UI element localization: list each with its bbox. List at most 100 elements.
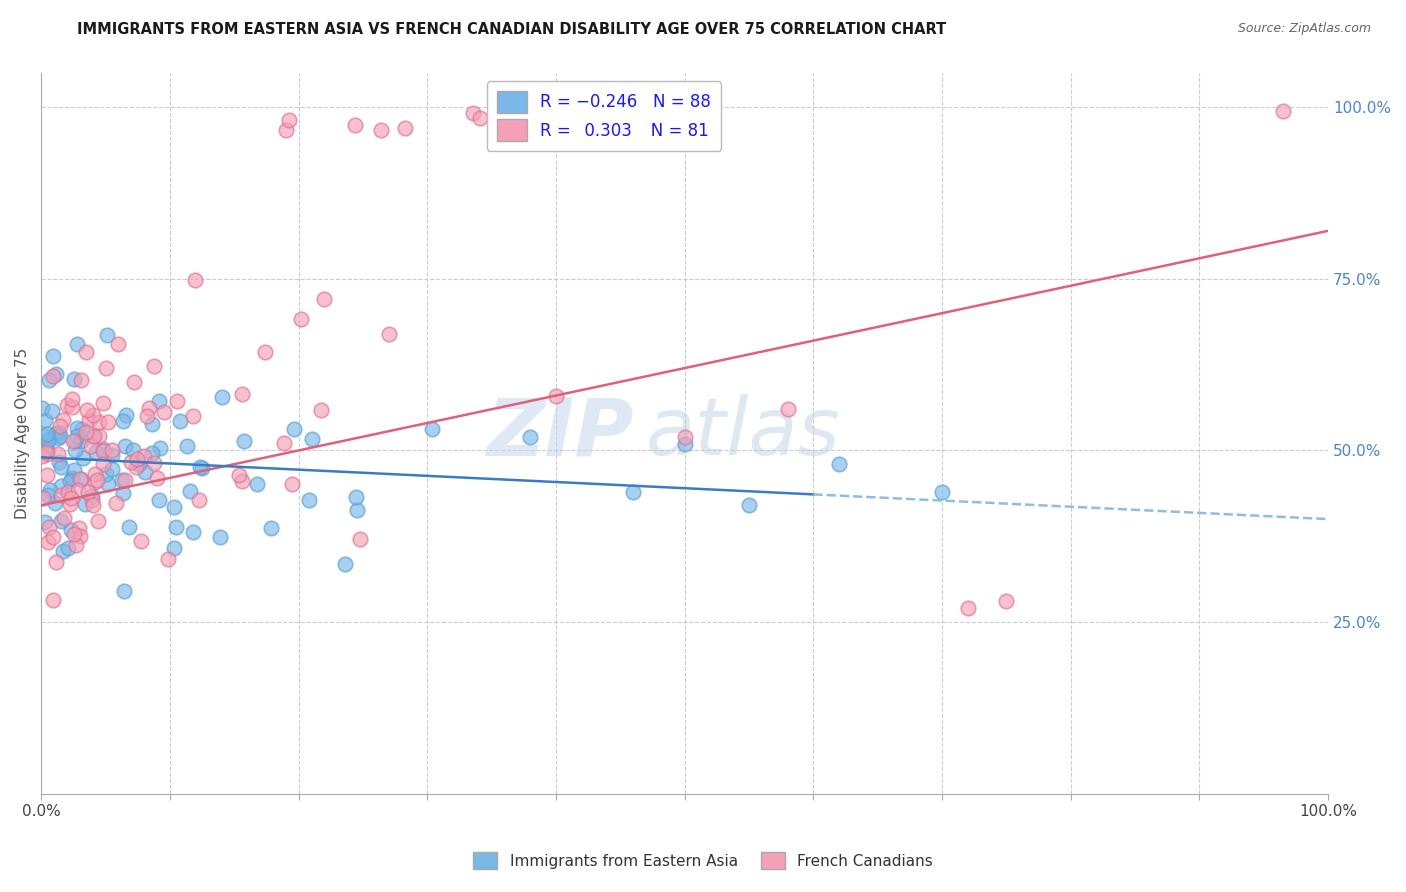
Point [42, 593, 65, 607]
Point [37, 433, 59, 447]
Point [49, 460, 72, 475]
Point [69, 473, 91, 487]
Text: Source: ZipAtlas.com: Source: ZipAtlas.com [1237, 22, 1371, 36]
Point [136, 409, 159, 424]
Point [101, 442, 124, 457]
Point [100, 449, 122, 463]
Point [169, 414, 191, 428]
Point [146, 471, 169, 485]
Point [283, 422, 305, 436]
Point [48, 429, 70, 443]
Point [31, 401, 53, 415]
Point [346, 503, 368, 517]
Point [278, 112, 301, 127]
Point [63, 463, 86, 477]
Point [70, 434, 93, 449]
Point [62, 434, 84, 448]
Point [91, 458, 114, 472]
Point [184, 273, 207, 287]
Point [112, 485, 135, 500]
Point [41, 404, 63, 418]
Point [127, 451, 149, 466]
Point [39, 483, 62, 497]
Point [56, 398, 79, 412]
Point [228, 467, 250, 482]
Point [499, 125, 522, 139]
Point [231, 474, 253, 488]
Point [122, 376, 145, 390]
Point [59, 523, 82, 537]
Legend: R = −0.246   N = 88, R =  0.303   N = 81: R = −0.246 N = 88, R = 0.303 N = 81 [486, 81, 721, 151]
Point [35, 427, 58, 442]
Point [35, 467, 58, 482]
Point [38, 520, 60, 534]
Point [134, 449, 156, 463]
Point [70, 422, 93, 436]
Point [80, 493, 103, 508]
Point [120, 455, 142, 469]
Point [191, 460, 214, 475]
Point [63, 443, 86, 458]
Point [115, 409, 138, 423]
Point [76, 403, 98, 417]
Point [67, 521, 90, 535]
Point [60, 392, 83, 406]
Point [86, 473, 108, 487]
Point [143, 457, 166, 471]
Point [91, 396, 114, 410]
Point [129, 533, 152, 548]
Point [91, 443, 114, 458]
Point [63, 434, 86, 448]
Point [56, 541, 79, 555]
Point [544, 388, 567, 402]
Point [75, 425, 97, 439]
Point [163, 500, 186, 515]
Point [84, 444, 107, 458]
Point [94, 361, 117, 376]
Point [96, 467, 118, 482]
Point [63, 526, 86, 541]
Point [138, 401, 160, 415]
Point [209, 530, 232, 544]
Point [149, 441, 172, 455]
Point [45, 555, 67, 569]
Point [290, 312, 312, 326]
Point [211, 390, 233, 404]
Text: IMMIGRANTS FROM EASTERN ASIA VS FRENCH CANADIAN DISABILITY AGE OVER 75 CORRELATI: IMMIGRANTS FROM EASTERN ASIA VS FRENCH C… [77, 22, 946, 37]
Point [42, 369, 65, 384]
Point [46, 431, 69, 445]
Point [60, 400, 83, 414]
Point [83, 428, 105, 442]
Point [80, 439, 103, 453]
Point [183, 409, 205, 424]
Point [188, 460, 211, 475]
Point [42, 349, 65, 363]
Point [34, 515, 56, 529]
Point [776, 402, 799, 417]
Point [276, 122, 298, 136]
Point [60, 472, 83, 486]
Point [231, 387, 253, 401]
Point [125, 459, 148, 474]
Point [76, 485, 98, 500]
Point [673, 436, 696, 450]
Point [70, 472, 93, 486]
Point [86, 514, 108, 528]
Point [56, 484, 79, 499]
Point [187, 492, 209, 507]
Point [141, 417, 163, 431]
Point [183, 525, 205, 540]
Legend: Immigrants from Eastern Asia, French Canadians: Immigrants from Eastern Asia, French Can… [467, 846, 939, 875]
Point [112, 414, 135, 428]
Point [148, 492, 170, 507]
Point [301, 432, 323, 446]
Point [314, 293, 336, 307]
Point [141, 446, 163, 460]
Point [468, 111, 491, 125]
Point [233, 434, 256, 448]
Point [82, 408, 104, 422]
Point [44, 496, 66, 510]
Point [298, 492, 321, 507]
Point [32, 437, 55, 451]
Point [370, 122, 392, 136]
